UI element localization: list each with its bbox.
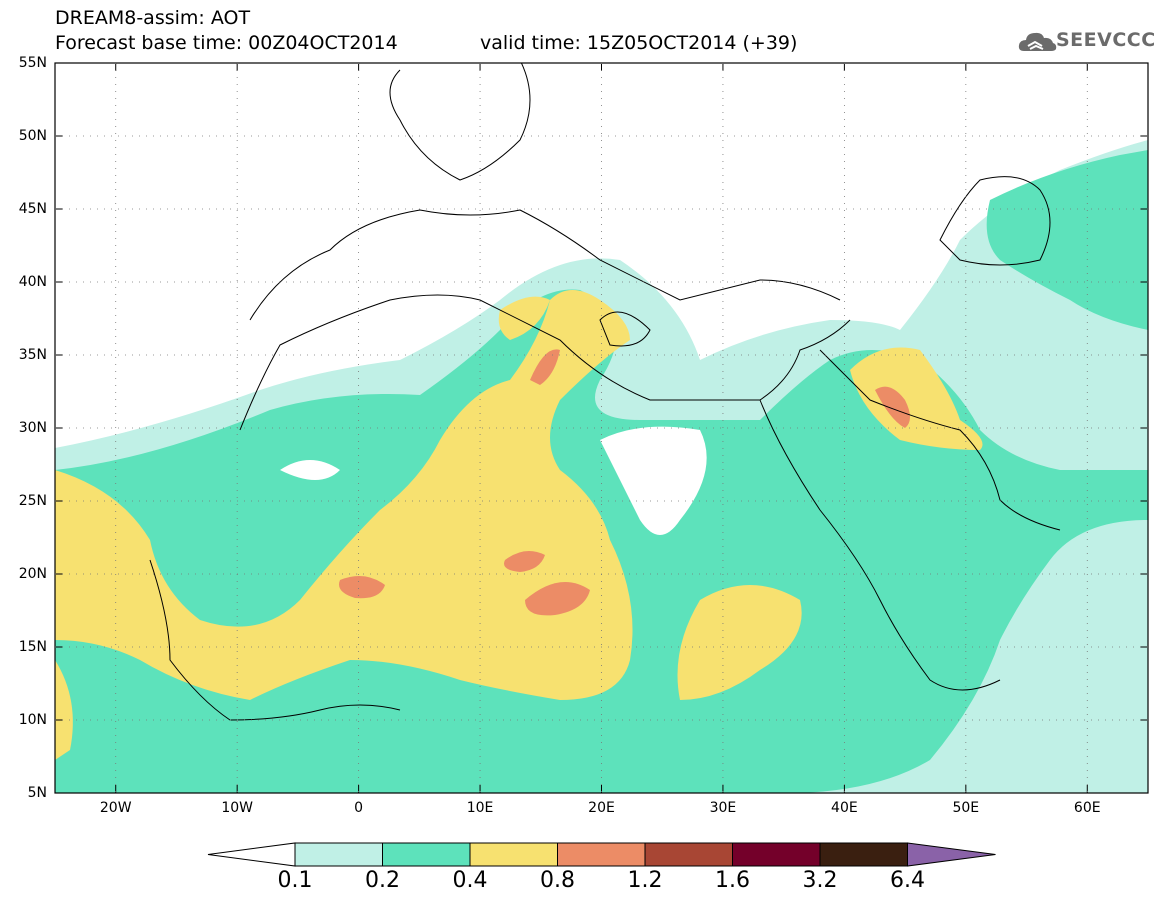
lat-label: 20N <box>18 566 47 582</box>
lat-label: 5N <box>27 785 47 801</box>
lat-label: 15N <box>18 639 47 655</box>
aot-clear-patch <box>280 426 707 535</box>
lon-label: 10E <box>466 800 494 816</box>
gridlines <box>55 63 1148 793</box>
legend-label: 0.2 <box>365 868 400 893</box>
lon-label: 50E <box>952 800 980 816</box>
lon-label: 40E <box>831 800 858 816</box>
lon-label: 20E <box>588 800 615 816</box>
lon-label: 20W <box>99 800 132 816</box>
legend-label: 1.6 <box>715 868 750 893</box>
lon-label: 30E <box>709 800 737 816</box>
lat-label: 35N <box>18 347 47 363</box>
logo-text: SEEVCCC <box>1056 29 1156 51</box>
cloud-icon <box>1018 32 1057 51</box>
legend-label: 6.4 <box>890 868 925 893</box>
lat-label: 30N <box>18 420 47 436</box>
lat-label: 40N <box>18 274 47 290</box>
map-title: DREAM8-assim: AOT <box>55 7 251 29</box>
aot-fields <box>55 140 1148 793</box>
aot-band-0.8-1.2 <box>339 349 910 616</box>
aot-band-0.4-0.8 <box>55 290 983 760</box>
lat-label: 10N <box>18 712 47 728</box>
lat-label: 50N <box>18 128 47 144</box>
lon-label: 0 <box>354 800 364 816</box>
coastlines <box>149 63 1061 721</box>
legend-label: 0.1 <box>277 868 313 893</box>
legend-label: 3.2 <box>802 868 838 893</box>
lat-label: 25N <box>18 493 47 509</box>
valid-time: valid time: 15Z05OCT2014 (+39) <box>480 32 798 54</box>
legend-label: 0.4 <box>452 868 488 893</box>
lon-label: 60E <box>1073 800 1101 816</box>
legend-label: 0.8 <box>540 868 575 893</box>
lon-label: 10W <box>221 800 253 816</box>
forecast-base-time: Forecast base time: 00Z04OCT2014 <box>55 32 398 54</box>
lat-label: 45N <box>18 201 47 217</box>
legend-label: 1.2 <box>627 868 663 893</box>
lat-label: 55N <box>18 55 47 71</box>
